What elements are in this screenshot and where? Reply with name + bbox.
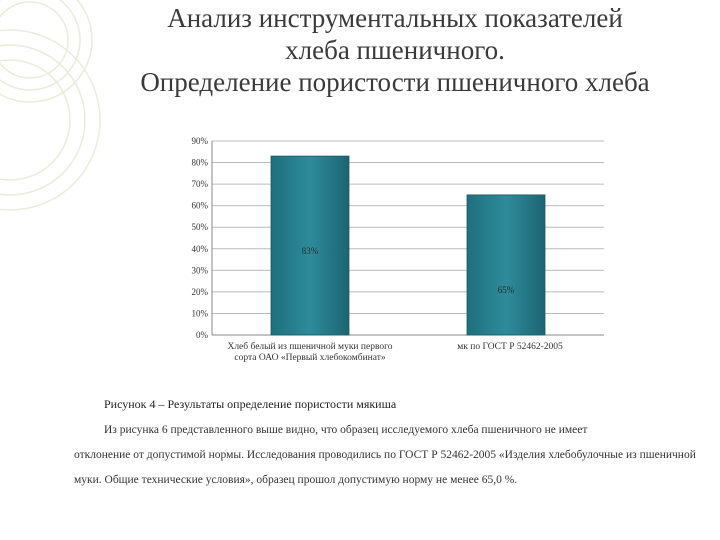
page-title: Анализ инструментальных показателей хлеб… <box>80 2 710 98</box>
figure-caption: Рисунок 4 – Результаты определение порис… <box>104 397 397 411</box>
title-line-1: Анализ инструментальных показателей <box>167 3 623 33</box>
title-line-3: Определение пористости пшеничного хлеба <box>140 67 650 97</box>
x-category-label-1: Хлеб белый из пшеничной муки первого сор… <box>227 342 393 363</box>
y-tick-label: 80% <box>192 158 209 168</box>
paragraph-rest: отклонение от допустимой нормы. Исследов… <box>74 449 696 486</box>
bar-data-label: 65% <box>498 285 515 295</box>
y-tick-label: 20% <box>192 287 209 297</box>
bar-data-label: 83% <box>302 246 319 256</box>
conclusion-paragraph: Из рисунка 6 представленного выше видно,… <box>74 418 696 493</box>
bar <box>270 155 350 336</box>
x-category-label-2: мк по ГОСТ Р 52462-2005 <box>457 342 563 352</box>
y-tick-label: 60% <box>192 201 209 211</box>
porosity-bar-chart: 0% 10% 20% 30% 40% 50% 60% 70% 80% 90% 83% 65% <box>192 136 604 340</box>
y-tick-label: 90% <box>192 136 209 146</box>
y-tick-label: 10% <box>192 308 209 318</box>
y-tick-label: 70% <box>192 179 209 189</box>
bar <box>466 194 546 336</box>
y-tick-label: 30% <box>192 265 209 275</box>
paragraph-first-line: Из рисунка 6 представленного выше видно,… <box>104 424 588 436</box>
decorative-rings <box>0 0 101 211</box>
y-tick-label: 0% <box>196 330 209 340</box>
y-tick-label: 40% <box>192 244 209 254</box>
y-tick-label: 50% <box>192 222 209 232</box>
title-line-2: хлеба пшеничного. <box>285 35 505 65</box>
